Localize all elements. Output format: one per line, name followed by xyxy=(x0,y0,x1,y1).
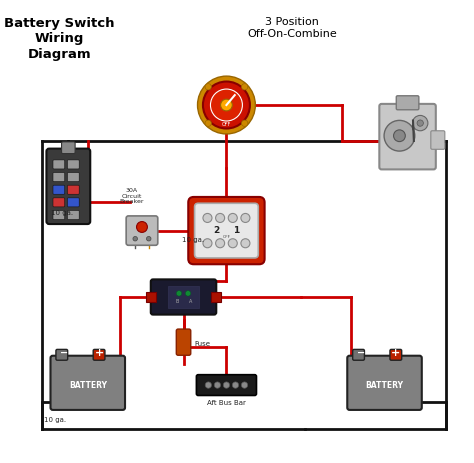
Text: BATTERY: BATTERY xyxy=(69,381,107,389)
FancyBboxPatch shape xyxy=(46,149,90,224)
Text: Battery Switch
Wiring
Diagram: Battery Switch Wiring Diagram xyxy=(4,17,115,61)
Text: +: + xyxy=(391,348,401,358)
Text: 3 Position
Off-On-Combine: 3 Position Off-On-Combine xyxy=(247,17,337,39)
FancyBboxPatch shape xyxy=(188,197,264,264)
FancyBboxPatch shape xyxy=(196,375,256,395)
Text: OFF: OFF xyxy=(222,123,231,127)
Circle shape xyxy=(176,291,182,296)
Text: OFF: OFF xyxy=(222,235,230,239)
FancyBboxPatch shape xyxy=(53,160,65,169)
Circle shape xyxy=(203,239,212,248)
Text: A: A xyxy=(189,299,192,304)
Circle shape xyxy=(210,89,242,121)
FancyBboxPatch shape xyxy=(53,185,65,194)
Text: 2: 2 xyxy=(213,225,219,235)
Circle shape xyxy=(228,213,237,222)
Text: 10 ga.: 10 ga. xyxy=(182,237,204,243)
FancyBboxPatch shape xyxy=(53,211,65,219)
Bar xyxy=(146,292,156,302)
FancyBboxPatch shape xyxy=(379,104,436,169)
Circle shape xyxy=(232,382,238,388)
FancyBboxPatch shape xyxy=(431,131,445,149)
FancyBboxPatch shape xyxy=(353,350,365,360)
Text: B: B xyxy=(175,299,178,304)
FancyBboxPatch shape xyxy=(53,198,65,207)
FancyBboxPatch shape xyxy=(67,211,79,219)
FancyBboxPatch shape xyxy=(53,173,65,181)
FancyBboxPatch shape xyxy=(67,173,79,181)
FancyBboxPatch shape xyxy=(396,96,419,110)
Circle shape xyxy=(220,99,232,111)
Circle shape xyxy=(203,81,250,129)
Text: 30A
Circuit
Breaker: 30A Circuit Breaker xyxy=(119,188,144,204)
Circle shape xyxy=(198,76,255,134)
Circle shape xyxy=(216,239,225,248)
Circle shape xyxy=(241,84,248,90)
Circle shape xyxy=(417,120,423,126)
FancyBboxPatch shape xyxy=(151,279,216,315)
Circle shape xyxy=(214,382,220,388)
Circle shape xyxy=(393,130,405,142)
Bar xyxy=(211,292,221,302)
FancyBboxPatch shape xyxy=(56,350,68,360)
Circle shape xyxy=(146,237,151,241)
Circle shape xyxy=(205,382,211,388)
Text: 1: 1 xyxy=(233,225,239,235)
FancyBboxPatch shape xyxy=(195,203,258,258)
Text: +: + xyxy=(94,348,104,358)
Circle shape xyxy=(185,291,191,296)
Circle shape xyxy=(228,239,237,248)
Circle shape xyxy=(137,222,147,232)
Circle shape xyxy=(203,213,212,222)
FancyBboxPatch shape xyxy=(67,185,79,194)
FancyBboxPatch shape xyxy=(62,142,75,154)
Bar xyxy=(168,286,200,308)
FancyBboxPatch shape xyxy=(67,160,79,169)
Text: Fuse: Fuse xyxy=(195,340,211,346)
Circle shape xyxy=(241,120,248,126)
Circle shape xyxy=(412,115,428,131)
Circle shape xyxy=(241,239,250,248)
FancyBboxPatch shape xyxy=(93,350,105,360)
Text: BATTERY: BATTERY xyxy=(365,381,403,389)
FancyBboxPatch shape xyxy=(67,198,79,207)
Text: −: − xyxy=(357,348,365,358)
Circle shape xyxy=(205,84,211,90)
Circle shape xyxy=(133,237,137,241)
Circle shape xyxy=(205,120,211,126)
FancyBboxPatch shape xyxy=(390,350,401,360)
Text: 10 ga.: 10 ga. xyxy=(51,210,73,216)
Circle shape xyxy=(241,213,250,222)
Text: 10 ga.: 10 ga. xyxy=(44,417,66,423)
Circle shape xyxy=(216,213,225,222)
Circle shape xyxy=(384,120,415,151)
FancyBboxPatch shape xyxy=(51,356,125,410)
FancyBboxPatch shape xyxy=(126,216,158,245)
FancyBboxPatch shape xyxy=(347,356,422,410)
Circle shape xyxy=(241,382,248,388)
Text: Aft Bus Bar: Aft Bus Bar xyxy=(207,400,246,406)
FancyBboxPatch shape xyxy=(176,329,191,355)
Text: −: − xyxy=(60,348,68,358)
Circle shape xyxy=(223,382,229,388)
